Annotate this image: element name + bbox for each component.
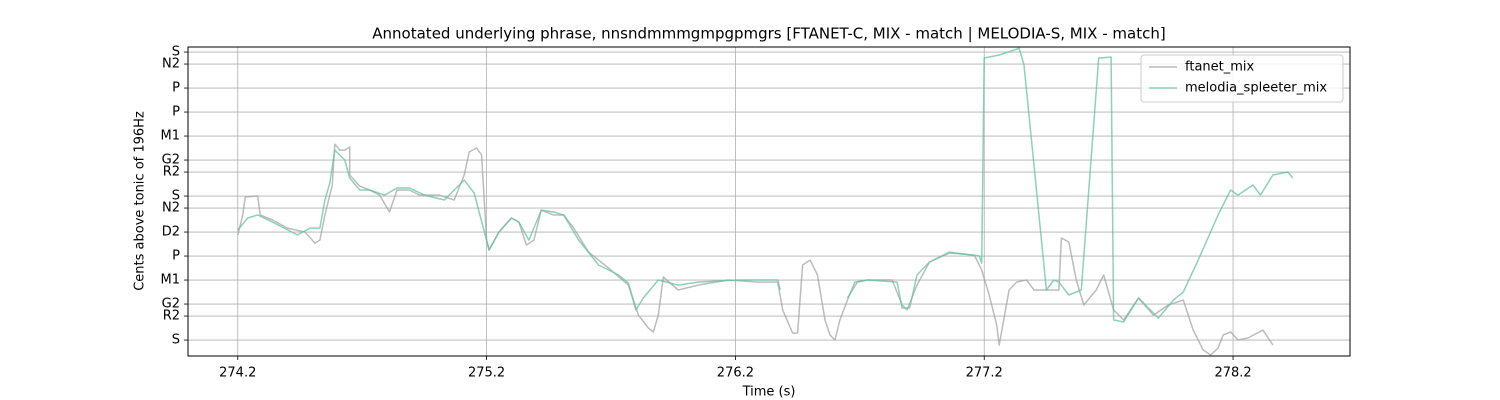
y-tick-label: N2 (162, 201, 180, 216)
x-axis-label: Time (s) (742, 385, 796, 400)
y-tick-label: N2 (162, 57, 180, 72)
y-tick-label: P (172, 105, 180, 120)
y-tick-label: P (172, 249, 180, 264)
y-tick-label: G2 (162, 153, 180, 168)
x-tick-label: 276.2 (717, 366, 754, 381)
y-tick-label: G2 (162, 297, 180, 312)
y-axis-label: Cents above tonic of 196Hz (133, 111, 148, 291)
series-line (237, 47, 1294, 323)
legend-label: melodia_spleeter_mix (1185, 81, 1327, 96)
series-line (237, 143, 1274, 356)
y-tick-label: M1 (161, 273, 181, 288)
y-tick-label: D2 (162, 225, 180, 240)
legend-label: ftanet_mix (1185, 60, 1255, 75)
legend-box (1140, 54, 1344, 103)
y-tick-label: P (172, 81, 180, 96)
y-tick-label: S (172, 45, 180, 60)
x-tick-label: 275.2 (468, 366, 505, 381)
y-tick-label: S (172, 333, 180, 348)
chart-title: Annotated underlying phrase, nnsndmmmgmp… (372, 25, 1165, 43)
plot-frame (187, 46, 1351, 357)
x-tick-label: 274.2 (219, 366, 256, 381)
x-tick-label: 278.2 (1214, 366, 1251, 381)
y-tick-label: R2 (163, 309, 180, 324)
x-tick-label: 277.2 (966, 366, 1003, 381)
y-tick-label: S (172, 189, 180, 204)
y-tick-label: R2 (163, 165, 180, 180)
y-tick-label: M1 (161, 129, 181, 144)
